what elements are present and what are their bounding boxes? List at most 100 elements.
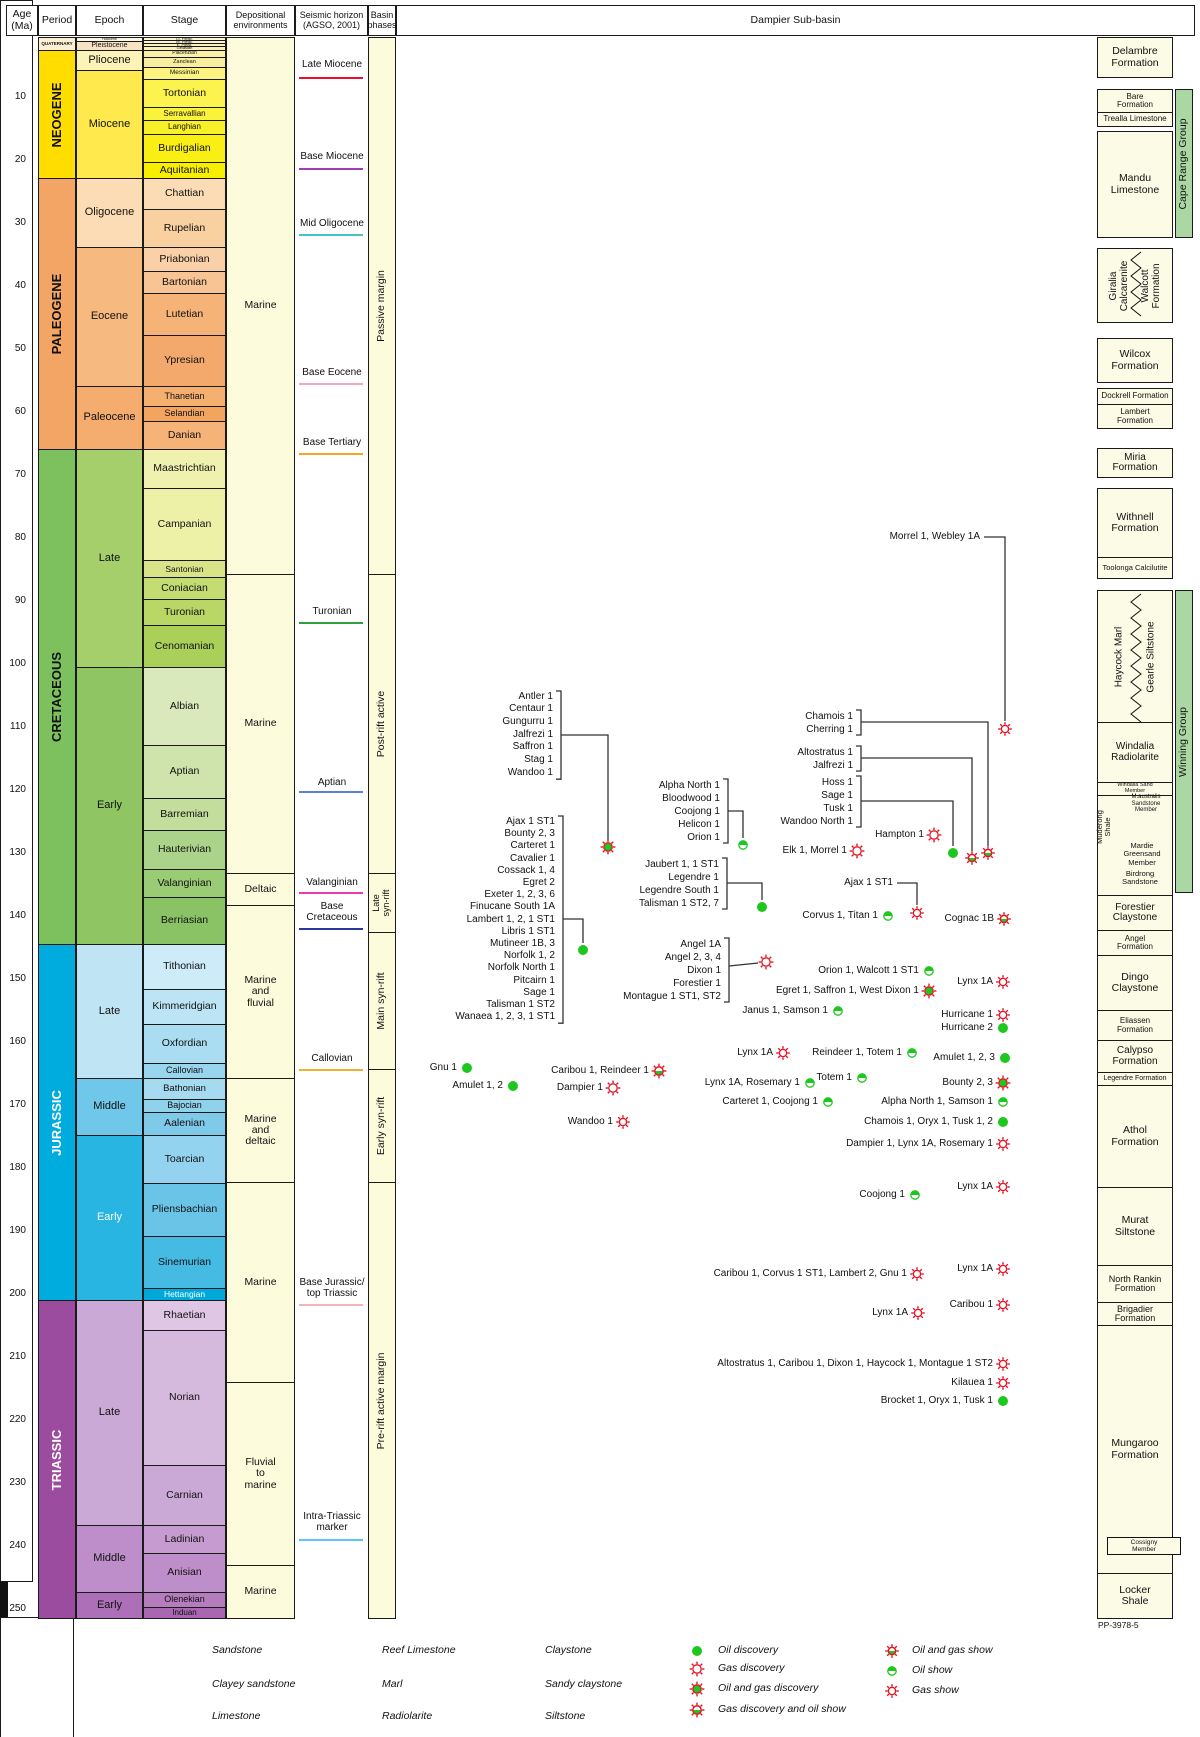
seismic-horizon-label-0: Late Miocene (301, 59, 363, 70)
stage-cell-Coniacian: Coniacian (143, 577, 226, 600)
well-leader-label: Morrel 1, Webley 1A (889, 531, 980, 542)
seismic-horizon-line-6 (299, 791, 363, 793)
stage-cell-Rhaetian: Rhaetian (143, 1300, 226, 1331)
well-name: Altostratus 1 (797, 746, 853, 758)
well-annotation: Janus 1, Samson 1 (742, 1005, 828, 1016)
epoch-cell-14: Early (76, 1592, 143, 1619)
well-group-bracket (556, 690, 562, 780)
well-annotation: Caribou 1 (949, 1299, 993, 1310)
well-annotation: Caribou 1, Reindeer 1 (551, 1065, 649, 1076)
age-tick-label-30: 30 (14, 216, 26, 228)
formation-member-rotated: Muderong Shale (1094, 810, 1112, 844)
age-tick-label-230: 230 (9, 1476, 26, 1488)
oil-and-gas-show-icon (979, 844, 997, 862)
oil-show-icon (829, 1002, 847, 1020)
stage-cell-Turonian: Turonian (143, 599, 226, 626)
gas-show-icon (994, 1355, 1012, 1373)
well-name: Coojong 1 (674, 805, 720, 817)
formation-cell-24: Brigadier Formation (1097, 1302, 1173, 1326)
stage-cell-Toarcian: Toarcian (143, 1135, 226, 1184)
well-annotation: Wandoo 1 (567, 1116, 613, 1127)
period-cell-PALEOGENE: PALEOGENE (38, 178, 76, 450)
well-group-0: Antler 1 Centaur 1 Gungurru 1 Jalfrezi 1 Saf… (502, 691, 553, 780)
well-group-connector (563, 918, 584, 943)
column-header-1: Period (38, 5, 76, 36)
epoch-cell-12: Late (76, 1300, 143, 1526)
stage-cell-Induan: Induan (143, 1607, 226, 1619)
group-strip-1-label: Winning Group (1177, 706, 1190, 777)
oil-discovery-icon (574, 941, 592, 959)
age-tick-label-60: 60 (14, 405, 26, 417)
age-tick-100 (0, 1594, 8, 1596)
column-header-6: Basin phases (367, 5, 397, 36)
legend-oil-and-gas-discovery-icon (688, 1680, 706, 1698)
well-group-2: Ajax 1 ST1 Bounty 2, 3 Carteret 1 Cavalier … (455, 816, 555, 1023)
basin-phase-cell-0: Passive margin (368, 37, 396, 575)
stage-cell-Hauterivian: Hauterivian (143, 830, 226, 870)
well-annotation: Bounty 2, 3 (942, 1077, 993, 1088)
legend-lithology-label: Limestone (212, 1710, 261, 1722)
legend-gas-discovery-icon (688, 1660, 706, 1678)
formation-member-label: M.australis Sandstone Member (1131, 794, 1161, 814)
stage-cell-Valanginian: Valanginian (143, 869, 226, 898)
age-tick-170 (0, 1604, 8, 1606)
age-tick-label-240: 240 (9, 1539, 26, 1551)
epoch-cell-7: Late (76, 449, 143, 668)
well-group-bracket (856, 745, 862, 772)
well-annotation: Coojong 1 (859, 1189, 905, 1200)
gas-show-icon (994, 1374, 1012, 1392)
well-name: Libris 1 ST1 (501, 925, 555, 937)
age-tick-label-10: 10 (14, 90, 26, 102)
period-cell-PALEOGENE-label: PALEOGENE (48, 273, 64, 355)
formation-cell-26: Locker Shale (1097, 1573, 1173, 1619)
epoch-cell-6: Paleocene (76, 386, 143, 450)
well-annotation: Kilauea 1 (951, 1377, 993, 1388)
seismic-horizon-line-10 (299, 1304, 363, 1306)
stage-cell-Chattian: Chattian (143, 178, 226, 210)
legend-lithology-label: Claystone (545, 1644, 592, 1656)
oil-discovery-icon (994, 1392, 1012, 1410)
gas-discovery-and-oil-show-icon (650, 1062, 668, 1080)
well-annotation: Amulet 1, 2 (452, 1080, 503, 1091)
oil-show-icon (994, 1093, 1012, 1111)
oil-and-gas-show-icon (995, 910, 1013, 928)
age-tick-label-140: 140 (9, 909, 26, 921)
seismic-horizon-line-7 (299, 892, 363, 894)
oil-discovery-icon (504, 1077, 522, 1095)
well-name: Orion 1 (687, 831, 720, 843)
stage-cell-Albian: Albian (143, 667, 226, 746)
seismic-horizon-label-1: Base Miocene (300, 151, 364, 162)
dep-env-cell-2: Deltaic (226, 873, 295, 906)
period-cell-TRIASSIC: TRIASSIC (38, 1300, 76, 1619)
oil-discovery-icon (458, 1059, 476, 1077)
oil-show-icon (920, 962, 938, 980)
well-group-1: Alpha North 1 Bloodwood 1 Coojong 1 Helicon… (659, 779, 720, 844)
oil-show-icon (903, 1044, 921, 1062)
well-annotation: Lynx 1A (872, 1307, 908, 1318)
well-group-bracket (558, 815, 564, 1024)
well-name: Centaur 1 (509, 703, 553, 715)
stage-cell-Ypresian: Ypresian (143, 335, 226, 387)
well-name: Forestier 1 (673, 977, 721, 989)
age-tick-10 (0, 1582, 8, 1584)
seismic-column (0, 1616, 74, 1737)
well-name: Sage 1 (821, 789, 853, 801)
dep-env-cell-3: Marine and fluvial (226, 905, 295, 1079)
gas-show-icon (994, 1260, 1012, 1278)
age-tick-50 (0, 1587, 8, 1589)
well-name: Bounty 2, 3 (504, 828, 555, 840)
legend-lithology-label: Marl (382, 1678, 403, 1690)
well-name: Dixon 1 (687, 964, 721, 976)
age-tick-130 (0, 1598, 8, 1601)
well-group-connector (561, 734, 609, 840)
oil-show-icon (801, 1074, 819, 1092)
stage-cell-Norian: Norian (143, 1330, 226, 1466)
well-leader-label: Ajax 1 ST1 (844, 877, 893, 888)
stage-cell-Aptian: Aptian (143, 745, 226, 799)
stage-cell-Bartonian: Bartonian (143, 271, 226, 294)
well-name: Mutineer 1B, 3 (489, 937, 555, 949)
oil-discovery-icon (944, 844, 962, 862)
stage-cell-Lutetian: Lutetian (143, 293, 226, 336)
